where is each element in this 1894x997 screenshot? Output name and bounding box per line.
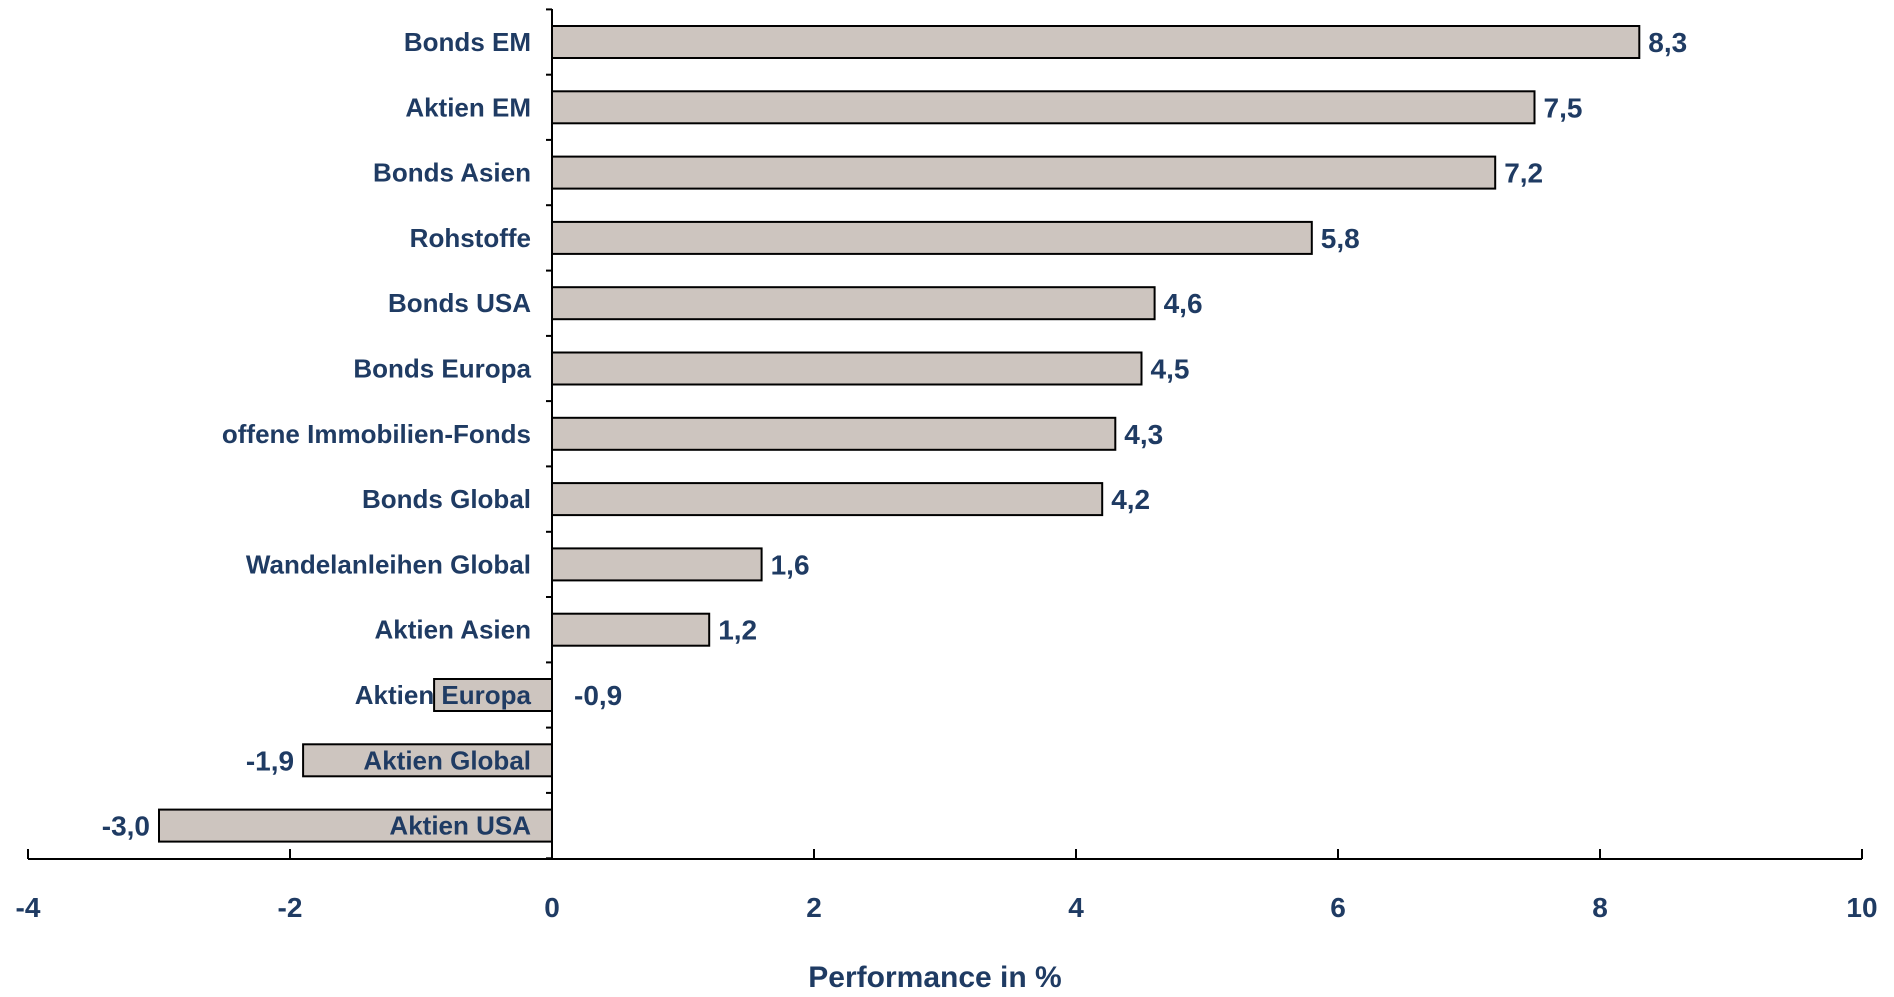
- x-axis-title: Performance in %: [808, 961, 1061, 994]
- x-tick-label-6: 8: [1592, 892, 1608, 923]
- category-label-5: Bonds Europa: [353, 354, 531, 384]
- bar-8: [551, 547, 763, 582]
- value-label-6: 4,3: [1124, 419, 1163, 450]
- value-label-5: 4,5: [1151, 354, 1190, 385]
- x-tick-label-3: 2: [806, 892, 822, 923]
- x-tick-label-2: 0: [544, 892, 560, 923]
- category-label-4: Bonds USA: [388, 288, 531, 318]
- category-label-6: offene Immobilien-Fonds: [222, 419, 531, 449]
- value-label-1: 7,5: [1544, 92, 1583, 123]
- category-label-12: Aktien USA: [389, 811, 531, 841]
- labels-layer: Bonds EM 8,3 Aktien EM 7,5 Bonds Asien 7,2 Roh…: [102, 27, 1687, 842]
- category-label-1: Aktien EM: [405, 92, 531, 122]
- bar-12: [158, 808, 553, 843]
- bars-layer: [158, 25, 1641, 843]
- bar-7: [551, 482, 1104, 517]
- value-label-12: -3,0: [102, 811, 150, 842]
- bar-5: [551, 351, 1143, 386]
- value-label-10: -0,9: [574, 680, 622, 711]
- x-tick-label-5: 6: [1330, 892, 1346, 923]
- bar-2: [551, 155, 1497, 190]
- x-tick-label-4: 4: [1068, 892, 1084, 923]
- bar-11: [302, 743, 553, 778]
- value-label-9: 1,2: [718, 615, 757, 646]
- category-label-9: Aktien Asien: [374, 615, 531, 645]
- x-tick-label-1: -2: [278, 892, 303, 923]
- category-label-7: Bonds Global: [362, 484, 531, 514]
- category-label-8: Wandelanleihen Global: [246, 549, 531, 579]
- bar-9: [551, 612, 711, 647]
- bar-0: [551, 25, 1641, 59]
- category-label-10: Aktien Europa: [355, 680, 532, 710]
- value-label-4: 4,6: [1164, 288, 1203, 319]
- category-label-11: Aktien Global: [363, 745, 531, 775]
- bar-6: [551, 416, 1117, 451]
- bar-3: [551, 220, 1313, 255]
- value-label-0: 8,3: [1648, 27, 1687, 58]
- value-label-8: 1,6: [771, 549, 810, 580]
- category-label-3: Rohstoffe: [410, 223, 531, 253]
- value-label-3: 5,8: [1321, 223, 1360, 254]
- x-tick-label-7: 10: [1846, 892, 1877, 923]
- axis-layer: -4 -2 0 2 4 6 8 10: [16, 8, 1878, 923]
- value-label-11: -1,9: [246, 745, 294, 776]
- category-label-0: Bonds EM: [404, 27, 531, 57]
- bar-1: [551, 90, 1536, 125]
- value-label-2: 7,2: [1504, 158, 1543, 189]
- bar-4: [551, 286, 1156, 321]
- category-label-2: Bonds Asien: [373, 158, 531, 188]
- x-tick-label-0: -4: [16, 892, 41, 923]
- value-label-7: 4,2: [1111, 484, 1150, 515]
